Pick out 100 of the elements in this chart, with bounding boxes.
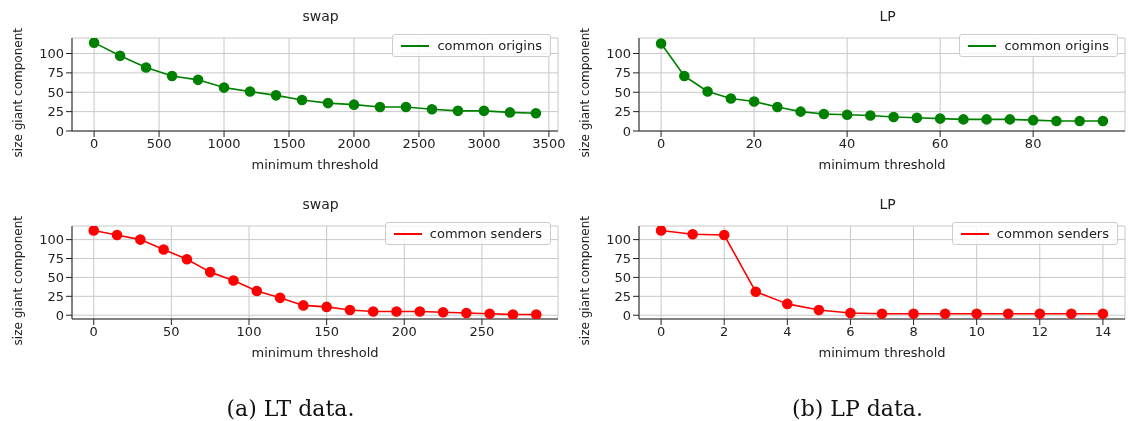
x-tick-label: 250 [469,324,495,340]
y-tick-label: 0 [622,123,631,139]
point [414,306,426,317]
x-tick-label: 2000 [337,136,371,152]
point [166,70,178,82]
y-axis-title: size giant component [11,28,25,158]
point [772,101,783,113]
point [939,308,951,319]
point [911,112,923,124]
point [1004,114,1016,125]
y-axis-title: size giant component [578,28,592,158]
point [181,253,193,265]
point [818,108,830,120]
point [218,82,230,93]
point [321,301,332,313]
point [344,304,356,316]
x-tick-label: 3500 [532,136,566,152]
point [504,107,516,118]
y-tick-label: 50 [614,270,631,286]
chart-title: swap [301,196,340,212]
point [140,62,152,73]
text: (b) LP data. [791,396,924,421]
point [452,105,464,117]
x-tick-label: 8 [909,324,918,340]
point [750,286,762,298]
point [795,106,806,117]
y-tick-label: 25 [614,104,631,120]
point [1097,308,1109,319]
point [876,308,888,319]
point [244,86,256,97]
point [687,229,698,240]
y-tick-label: 25 [47,288,64,304]
x-tick-label: 200 [391,324,417,340]
point [908,308,919,319]
point [507,309,519,319]
y-tick-label: 50 [47,84,64,100]
point [958,114,969,125]
x-tick-label: 50 [163,324,180,340]
y-tick-label: 25 [47,104,64,120]
point [971,308,982,319]
point [702,86,713,97]
point [114,50,126,62]
y-tick-label: 100 [606,46,631,62]
point [655,38,667,49]
point [251,285,263,297]
point [530,309,542,319]
point [478,105,490,117]
y-tick-label: 75 [47,251,64,267]
chart-title: LP [878,8,897,24]
x-tick-label: 14 [1094,324,1112,340]
point [426,104,438,115]
point [888,111,899,123]
point [748,96,760,107]
point [391,306,402,317]
point [865,110,876,121]
x-tick-label: 10 [968,324,985,340]
x-tick-label: 100 [236,324,262,340]
point [782,298,793,310]
legend-label: common origins [1004,38,1109,53]
x-axis-title: minimum threshold [251,345,379,360]
x-tick-label: 0 [89,324,98,340]
point [274,292,286,304]
y-tick-label: 50 [47,270,64,286]
x-axis-title: minimum threshold [251,157,379,172]
point [367,306,379,317]
x-tick-label: 150 [314,324,340,340]
point [111,229,123,241]
legend-label: common senders [429,226,542,241]
point [1034,308,1046,319]
point [1066,308,1077,319]
y-tick-label: 0 [55,123,64,139]
point [655,226,667,236]
y-tick-label: 50 [614,84,631,100]
point [400,101,412,113]
point [88,38,100,48]
point [322,97,334,109]
point [679,70,690,82]
point [204,266,216,278]
x-axis-title: minimum threshold [818,345,946,360]
y-axis-title: size giant component [11,216,25,346]
point [296,94,308,106]
legend-label: common senders [996,226,1109,241]
x-tick-label: 1500 [272,136,306,152]
point [461,307,472,319]
y-tick-label: 75 [614,65,631,81]
point [718,229,730,241]
x-tick-label: 80 [1024,136,1042,152]
point [1027,114,1039,126]
x-tick-label: 40 [838,136,856,152]
point [437,306,449,318]
point [530,107,542,119]
x-tick-label: 4 [783,324,792,340]
point [841,109,853,121]
point [192,74,204,86]
x-tick-label: 2500 [402,136,436,152]
y-tick-label: 75 [614,251,631,267]
point [725,93,737,104]
point [981,114,992,125]
x-tick-label: 1000 [207,136,241,152]
point [228,275,239,286]
